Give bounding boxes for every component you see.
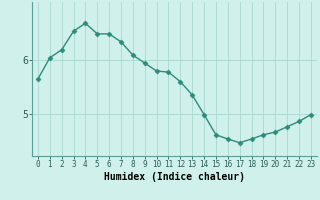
X-axis label: Humidex (Indice chaleur): Humidex (Indice chaleur) xyxy=(104,172,245,182)
